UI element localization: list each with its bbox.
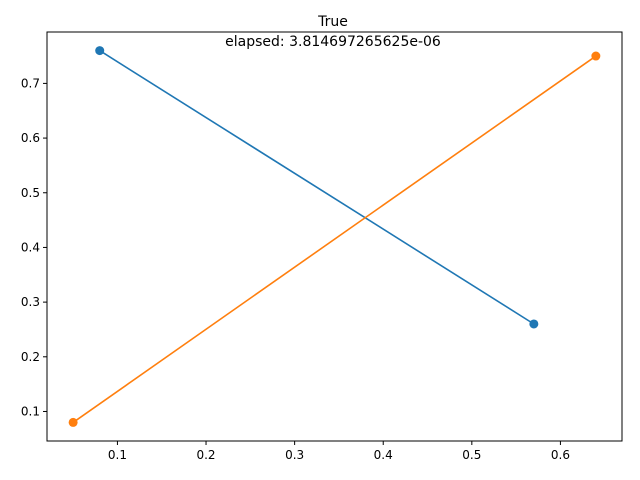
x-tick-label: 0.6 bbox=[551, 448, 570, 462]
axes-frame bbox=[46, 31, 623, 442]
series-1-point-2 bbox=[529, 319, 539, 329]
series-2-point-1 bbox=[68, 417, 78, 427]
y-tick-label: 0.2 bbox=[21, 350, 40, 364]
x-tick-label: 0.4 bbox=[374, 448, 393, 462]
plot-area: 0.1 0.2 0.3 0.4 0.5 0.6 0.1 0.2 0.3 0.4 0.5 0.6 0.7 bbox=[21, 31, 623, 462]
series-1-point-1 bbox=[95, 46, 105, 56]
series-2-point-2 bbox=[591, 51, 601, 61]
y-tick-label: 0.3 bbox=[21, 295, 40, 309]
chart-title: True bbox=[317, 14, 348, 30]
x-tick-label: 0.3 bbox=[285, 448, 304, 462]
x-tick-label: 0.5 bbox=[462, 448, 481, 462]
x-tick-label: 0.2 bbox=[196, 448, 215, 462]
x-tick-label: 0.1 bbox=[108, 448, 127, 462]
series-1-line bbox=[99, 49, 535, 325]
y-tick-label: 0.7 bbox=[21, 76, 40, 90]
y-tick-label: 0.1 bbox=[21, 404, 40, 418]
y-tick-label: 0.4 bbox=[21, 240, 40, 254]
y-tick-label: 0.6 bbox=[21, 131, 40, 145]
chart-subtitle: elapsed: 3.814697265625e-06 bbox=[225, 34, 441, 50]
series-2-line bbox=[72, 55, 597, 424]
y-tick-label: 0.5 bbox=[21, 186, 40, 200]
